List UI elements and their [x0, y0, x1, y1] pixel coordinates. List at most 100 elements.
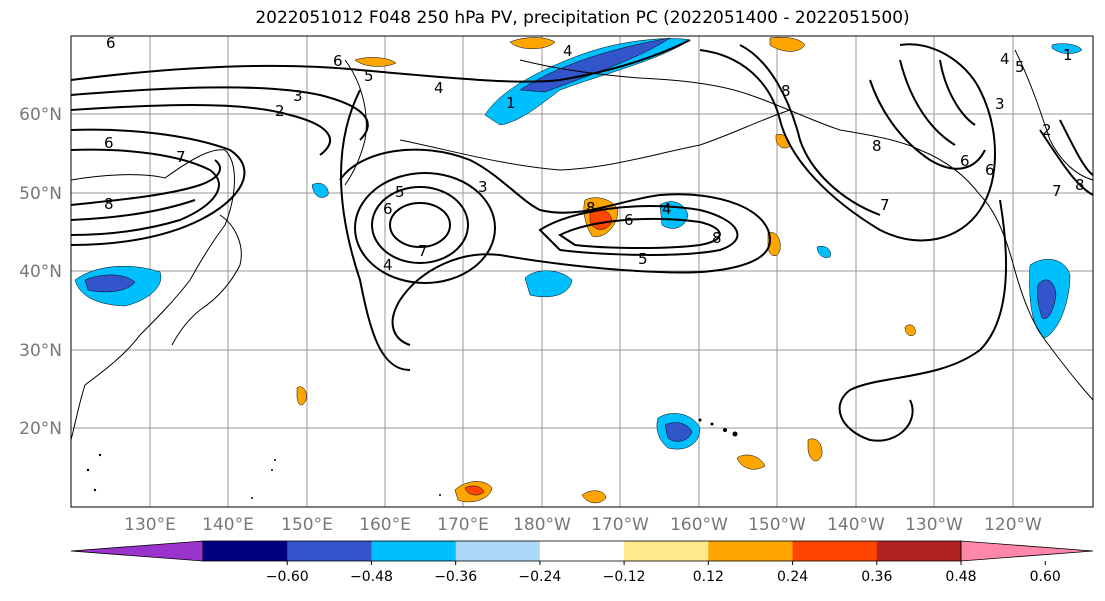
- contour-label: 7: [418, 242, 428, 260]
- contour-label: 8: [872, 137, 882, 155]
- contour-label: 8: [712, 229, 722, 247]
- precip-orange-150w-s: [736, 454, 766, 470]
- contour-label: 4: [1000, 50, 1010, 68]
- contour-label: 8: [104, 195, 114, 213]
- contour-label: 7: [176, 148, 186, 166]
- coast-bc: [1014, 49, 1093, 181]
- contour-label: 6: [960, 152, 970, 170]
- contour-label: 6: [333, 52, 343, 70]
- lon-label: 140°W: [827, 515, 885, 535]
- islands: [86, 418, 738, 499]
- contour-label: 1: [1063, 46, 1073, 64]
- precip-orange-135w: [904, 324, 916, 336]
- precip-orange-ne: [769, 37, 806, 52]
- precip-blue-180: [524, 270, 573, 298]
- contour-label: 7: [1052, 182, 1062, 200]
- precip-red-sw: [464, 485, 485, 496]
- coast-alaska: [519, 59, 981, 196]
- contour-label: 8: [781, 82, 791, 100]
- colorbar-tick-label: 0.24: [777, 569, 808, 585]
- lon-label: 120°W: [984, 515, 1042, 535]
- lon-labels: 130°E 140°E 150°E 160°E 170°E 180°W 170°…: [124, 515, 1042, 535]
- contour-label: 4: [563, 42, 573, 60]
- contour-label: 6: [104, 134, 114, 152]
- coast-japan: [171, 214, 242, 346]
- contour-label: 6: [383, 200, 393, 218]
- contour-label: 6: [624, 211, 634, 229]
- colorbar-tick-label: −0.12: [603, 569, 646, 585]
- lon-label: 170°E: [437, 515, 489, 535]
- colorbar-tick-label: 0.36: [861, 569, 892, 585]
- colorbar-segment: [287, 541, 372, 561]
- precip-orange-sakhalin: [354, 57, 397, 67]
- colorbar-tick-label: −0.36: [434, 569, 477, 585]
- lon-label: 130°W: [905, 515, 963, 535]
- precip-blue-160e: [311, 182, 329, 198]
- colorbar-tick-label: −0.60: [266, 569, 309, 585]
- contour-label: 1: [506, 94, 516, 112]
- contour-label: 3: [293, 87, 303, 105]
- map-title: 2022051012 F048 250 hPa PV, precipitatio…: [255, 8, 910, 28]
- contour-label: 7: [880, 196, 890, 214]
- contour-label: 5: [364, 67, 374, 85]
- precip-darkblue-asia: [84, 274, 136, 293]
- lon-label: 180°W: [513, 515, 571, 535]
- colorbar-tick-label: 0.12: [693, 569, 724, 585]
- precip-blue-ne: [1051, 43, 1083, 54]
- lon-label: 130°E: [124, 515, 176, 535]
- colorbar-tick-label: −0.24: [518, 569, 561, 585]
- colorbar-segment: [792, 541, 878, 561]
- colorbar-segment: [876, 541, 962, 561]
- pv-contours: [71, 39, 1093, 442]
- contour-label: 2: [1042, 121, 1052, 139]
- coastlines: [71, 49, 1093, 441]
- precip-darkblue-bering: [519, 37, 671, 93]
- precip-orange-s: [581, 490, 607, 504]
- lon-label: 150°W: [748, 515, 806, 535]
- colorbar-extend-high: [960, 540, 1094, 562]
- contour-label: 2: [275, 102, 285, 120]
- precip-orange-150w: [767, 232, 781, 256]
- lon-label: 160°W: [670, 515, 728, 535]
- contour-label: 4: [383, 256, 393, 274]
- colorbar-segment: [539, 541, 625, 561]
- contour-label: 3: [478, 178, 488, 196]
- contour-label: 5: [395, 183, 405, 201]
- coast-kamchatka: [344, 59, 367, 186]
- contour-label: 6: [106, 34, 116, 52]
- lat-label: 60°N: [19, 105, 62, 125]
- colorbar-segment: [455, 541, 541, 561]
- lat-label: 20°N: [19, 419, 62, 439]
- lon-label: 140°E: [202, 515, 254, 535]
- colorbar-segment: [624, 541, 709, 561]
- contour-labels: 6 6 5 4 3 2 1 6 7 8 6 5 4 3 7 8 4 5 6 4 …: [104, 34, 1085, 274]
- contour-label: 5: [638, 250, 648, 268]
- colorbar-border: [202, 540, 962, 562]
- precip-blue-145w: [816, 246, 831, 258]
- colorbar-tick-label: 0.48: [945, 569, 976, 585]
- contour-label: 4: [662, 200, 672, 218]
- colorbar-tick-label: −0.48: [350, 569, 393, 585]
- lat-label: 40°N: [19, 262, 62, 282]
- contour-label: 8: [1075, 176, 1085, 194]
- coast-asia: [71, 149, 235, 441]
- colorbar-segment: [708, 541, 794, 561]
- contour-label: 4: [434, 79, 444, 97]
- precip-darkblue-hawaii: [664, 422, 693, 442]
- precip-orange-140w: [807, 438, 823, 462]
- colorbar-segment: [203, 541, 288, 561]
- contour-label: 6: [985, 161, 995, 179]
- lat-labels: 60°N 50°N 40°N 30°N 20°N: [19, 105, 62, 439]
- lon-label: 150°E: [281, 515, 333, 535]
- precip-orange-160e: [296, 386, 307, 406]
- coast-namerica: [979, 194, 1093, 401]
- lat-label: 30°N: [19, 341, 62, 361]
- precip-darkblue-california: [1036, 279, 1057, 320]
- colorbar-tick-label: 0.60: [1030, 569, 1061, 585]
- contour-label: 3: [995, 95, 1005, 113]
- map-border: [70, 35, 1094, 508]
- precip-orange-kamchatka: [509, 37, 556, 49]
- coast-aleutians: [399, 109, 791, 171]
- colorbar-extend-low: [70, 540, 204, 562]
- lat-label: 50°N: [19, 184, 62, 204]
